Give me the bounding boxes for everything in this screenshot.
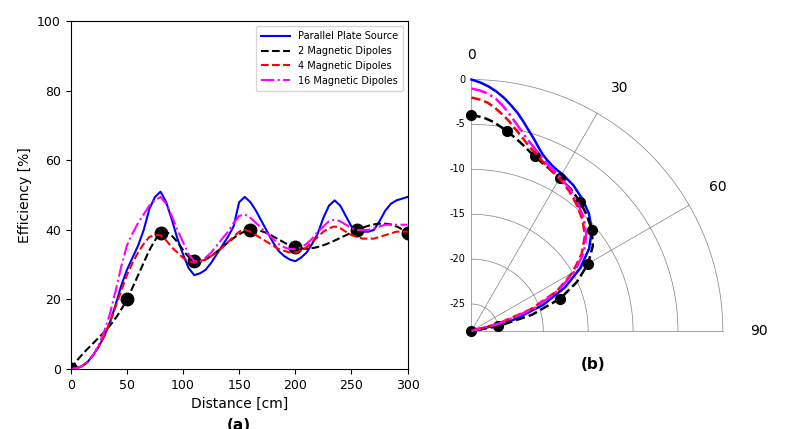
2 Magnetic Dipoles <box>107 321 116 326</box>
Line: 2 Magnetic Dipoles: 2 Magnetic Dipoles <box>71 224 408 369</box>
16 Magnetic Dipoles <box>145 203 154 208</box>
Y-axis label: Efficiency [%]: Efficiency [%] <box>17 147 31 243</box>
2 Magnetic Dipoles <box>377 221 387 226</box>
2 Magnetic Dipoles <box>310 245 320 250</box>
4 Magnetic Dipoles <box>268 243 277 248</box>
Line: Parallel Plate Source: Parallel Plate Source <box>71 192 408 369</box>
Text: 60: 60 <box>710 180 727 194</box>
Title: (b): (b) <box>581 357 605 372</box>
2 Magnetic Dipoles <box>66 366 75 372</box>
Title: (a): (a) <box>227 418 252 429</box>
Parallel Plate Source <box>274 248 283 254</box>
Legend: Parallel Plate Source, 2 Magnetic Dipoles, 4 Magnetic Dipoles, 16 Magnetic Dipol: Parallel Plate Source, 2 Magnetic Dipole… <box>256 26 402 91</box>
Line: 4 Magnetic Dipoles: 4 Magnetic Dipoles <box>71 227 408 369</box>
Parallel Plate Source <box>252 208 261 213</box>
2 Magnetic Dipoles <box>309 245 318 251</box>
4 Magnetic Dipoles <box>246 229 255 234</box>
Parallel Plate Source <box>134 243 143 248</box>
4 Magnetic Dipoles <box>330 224 340 229</box>
2 Magnetic Dipoles <box>278 239 288 244</box>
4 Magnetic Dipoles <box>66 366 75 372</box>
Text: 90: 90 <box>751 324 768 338</box>
Parallel Plate Source <box>66 366 75 372</box>
Text: -10: -10 <box>450 164 465 174</box>
Text: 0: 0 <box>467 48 476 62</box>
Parallel Plate Source <box>156 189 165 194</box>
Parallel Plate Source <box>403 194 413 199</box>
Parallel Plate Source <box>364 229 373 234</box>
Text: -5: -5 <box>455 119 465 130</box>
16 Magnetic Dipoles <box>403 222 413 227</box>
4 Magnetic Dipoles <box>184 259 193 264</box>
Line: 16 Magnetic Dipoles: 16 Magnetic Dipoles <box>71 197 408 369</box>
Parallel Plate Source <box>145 206 154 211</box>
4 Magnetic Dipoles <box>364 236 373 241</box>
16 Magnetic Dipoles <box>364 227 373 233</box>
Text: -20: -20 <box>450 254 465 264</box>
2 Magnetic Dipoles <box>200 257 209 263</box>
Text: 30: 30 <box>611 82 629 96</box>
Parallel Plate Source <box>189 272 199 278</box>
2 Magnetic Dipoles <box>403 231 413 236</box>
X-axis label: Distance [cm]: Distance [cm] <box>190 397 288 411</box>
4 Magnetic Dipoles <box>134 250 143 255</box>
16 Magnetic Dipoles <box>134 221 143 226</box>
Text: -15: -15 <box>450 209 465 219</box>
16 Magnetic Dipoles <box>156 194 165 199</box>
Text: 0: 0 <box>459 75 465 85</box>
16 Magnetic Dipoles <box>274 241 283 246</box>
Text: -25: -25 <box>449 299 465 309</box>
2 Magnetic Dipoles <box>176 244 185 249</box>
4 Magnetic Dipoles <box>145 234 154 239</box>
16 Magnetic Dipoles <box>189 259 199 264</box>
16 Magnetic Dipoles <box>252 221 261 226</box>
4 Magnetic Dipoles <box>403 229 413 234</box>
16 Magnetic Dipoles <box>66 366 75 372</box>
